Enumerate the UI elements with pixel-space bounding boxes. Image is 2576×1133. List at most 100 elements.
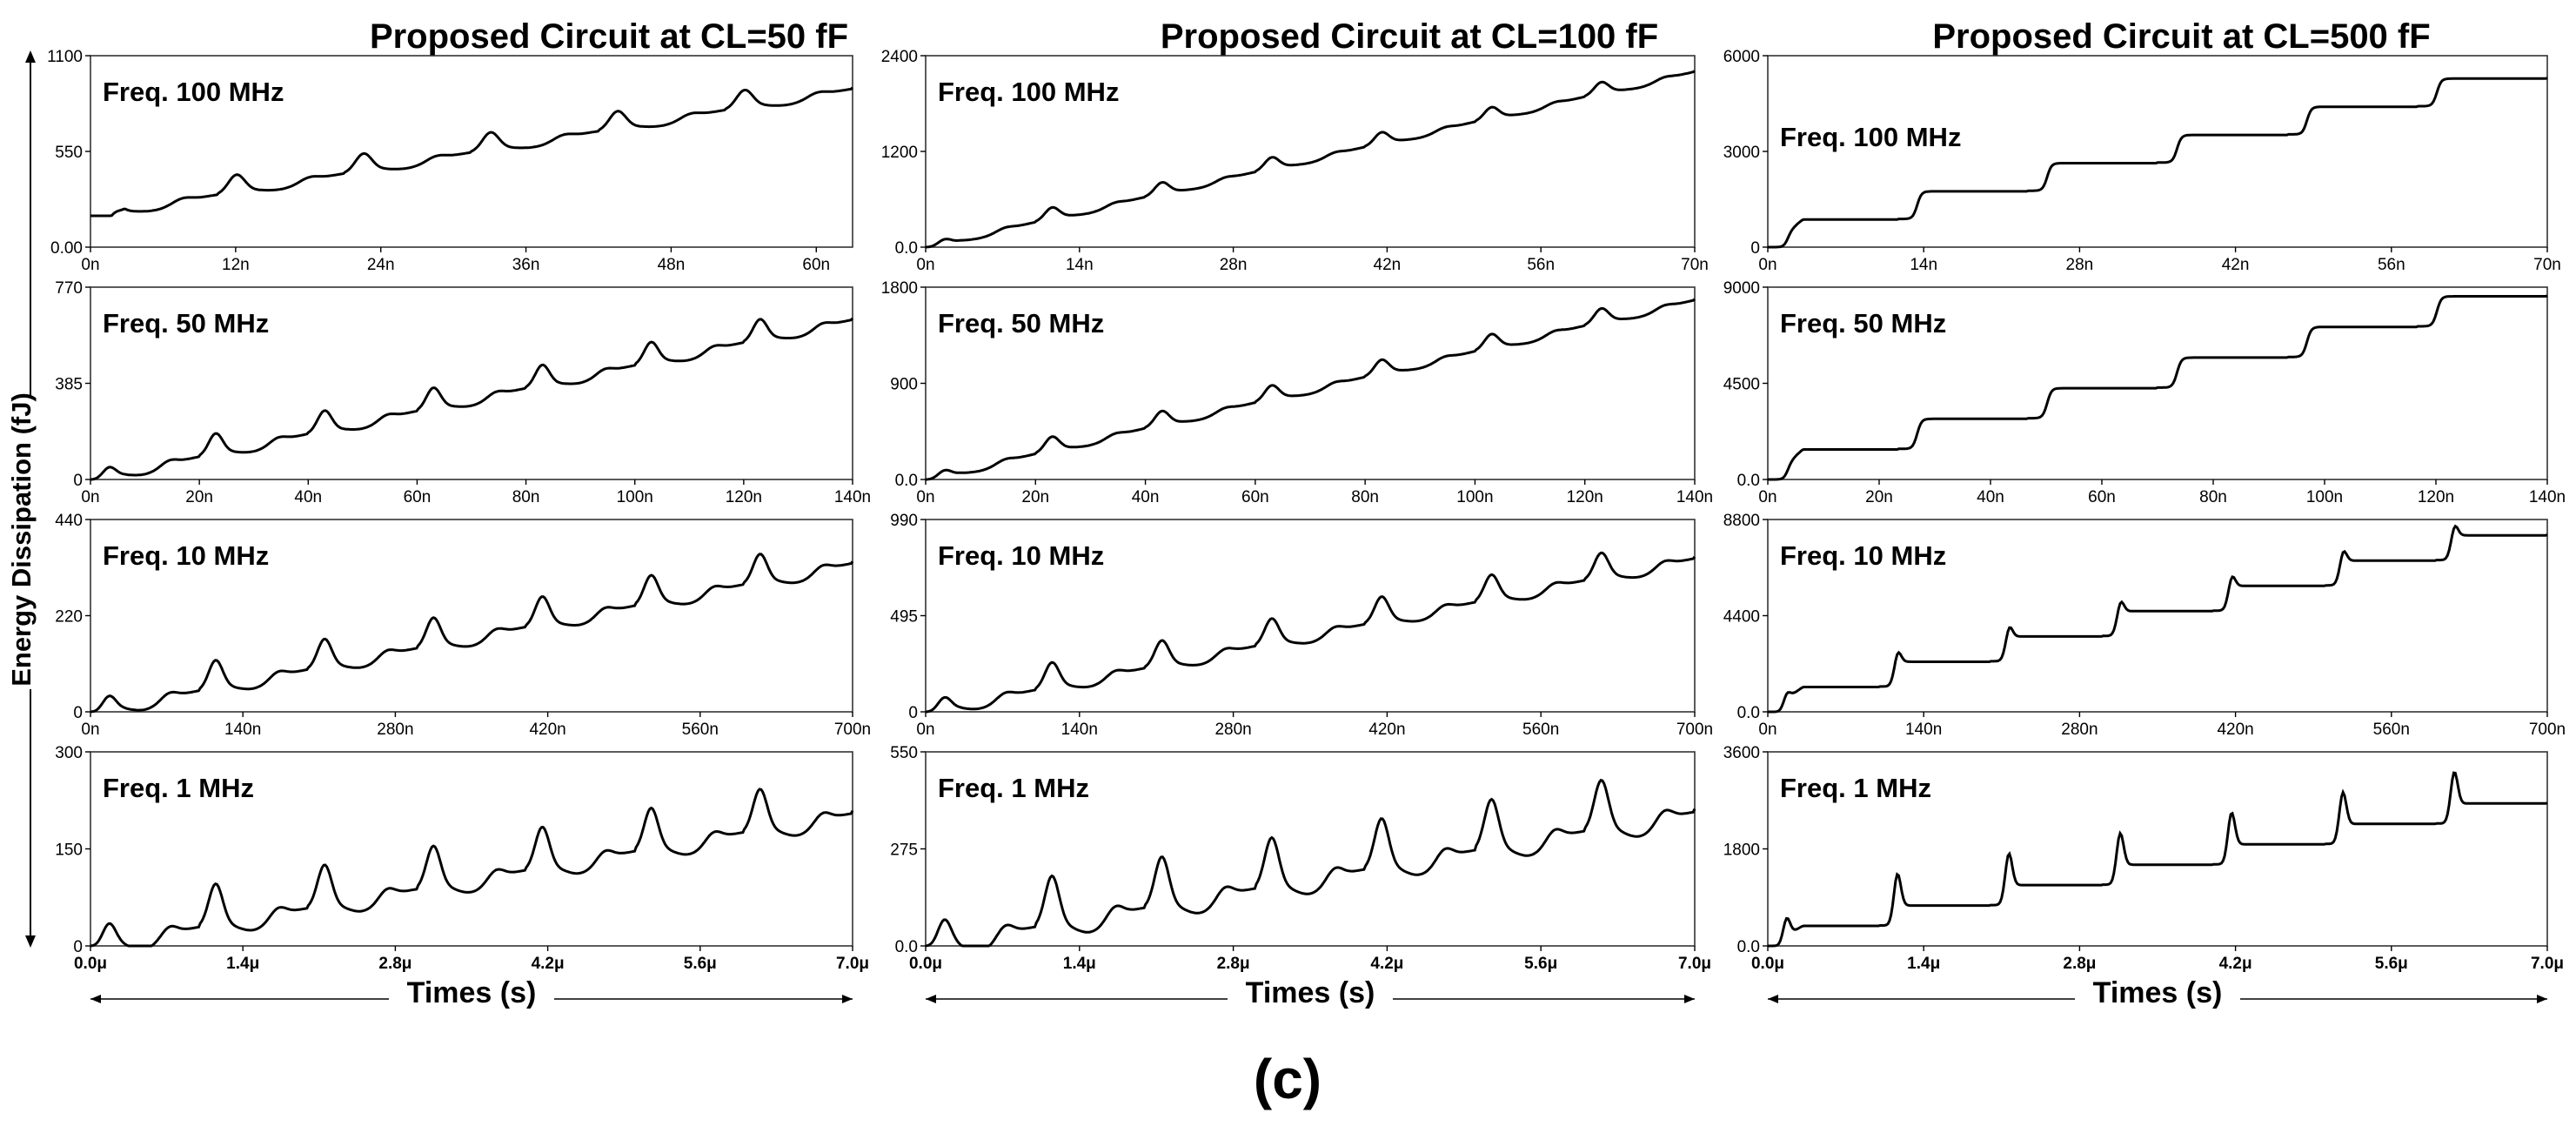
series-line: [1768, 524, 2548, 714]
x-tick-label: 60n: [2088, 488, 2116, 506]
panel: 0.0 1800 3600 0.0μ 1.4μ 2.8μ 4.2μ 5.6μ 7.0μ Freq.…: [1723, 744, 2564, 973]
x-tick-label: 280n: [377, 721, 413, 739]
x-tick-label: 0.0μ: [1751, 955, 1784, 973]
y-tick-label: 385: [55, 376, 83, 394]
x-axis-arrowhead-left: [1768, 995, 1778, 1003]
panel-label: Freq. 100 MHz: [103, 77, 284, 107]
chart-title: Proposed Circuit at CL=500 fF: [1932, 17, 2430, 56]
chart-title: Proposed Circuit at CL=100 fF: [1161, 17, 1658, 56]
x-tick-label: 140n: [224, 721, 261, 739]
x-tick-label: 40n: [1132, 488, 1160, 506]
x-tick-label: 560n: [2373, 721, 2410, 739]
x-tick-label: 100n: [2306, 488, 2343, 506]
panel: 0.0 1200 2400 0n 14n 28n 42n 56n 70n Freq. 100 MH…: [881, 48, 1709, 274]
x-tick-label: 280n: [1214, 721, 1251, 739]
x-tick-label: 100n: [1456, 488, 1493, 506]
x-tick-label: 7.0μ: [2531, 955, 2564, 973]
y-axis-arrowhead-top: [25, 50, 36, 63]
panel-label: Freq. 10 MHz: [938, 540, 1104, 571]
x-tick-label: 280n: [2061, 721, 2098, 739]
y-tick-label: 440: [55, 512, 83, 530]
x-tick-label: 0n: [81, 488, 99, 506]
y-axis-label-group: Energy Dissipation (fJ): [6, 50, 37, 948]
y-tick-label: 1200: [881, 144, 918, 162]
panel-label: Freq. 1 MHz: [103, 773, 254, 803]
x-tick-label: 0n: [81, 256, 99, 274]
x-tick-label: 36n: [512, 256, 540, 274]
x-tick-label: 14n: [1066, 256, 1094, 274]
x-axis-label: Times (s): [407, 976, 537, 1009]
x-tick-label: 7.0μ: [1678, 955, 1711, 973]
x-tick-label: 120n: [1567, 488, 1603, 506]
x-tick-label: 420n: [1368, 721, 1405, 739]
x-axis-arrowhead-right: [842, 995, 853, 1003]
series-line: [90, 86, 853, 218]
series-line: [90, 317, 854, 481]
y-tick-label: 275: [890, 841, 918, 860]
series-line: [1768, 77, 2548, 249]
panel: 0 220 440 0n 140n 280n 420n 560n 700n Freq. 10 MH…: [55, 512, 871, 739]
x-tick-label: 120n: [726, 488, 762, 506]
x-tick-label: 420n: [529, 721, 565, 739]
x-tick-label: 420n: [2217, 721, 2253, 739]
y-axis-label: Energy Dissipation (fJ): [6, 392, 37, 687]
y-tick-label: 4400: [1723, 608, 1760, 627]
x-tick-label: 56n: [1527, 256, 1555, 274]
x-tick-label: 20n: [1865, 488, 1893, 506]
y-tick-label: 0.0: [895, 938, 918, 956]
y-tick-label: 0.0: [1737, 472, 1760, 490]
x-tick-label: 24n: [367, 256, 395, 274]
x-tick-label: 560n: [682, 721, 719, 739]
y-tick-label: 0.0: [1737, 938, 1760, 956]
y-tick-label: 4500: [1723, 376, 1760, 394]
y-tick-label: 8800: [1723, 512, 1760, 530]
y-axis-arrowhead-bottom: [25, 935, 36, 948]
series-line: [925, 70, 1696, 249]
series-line: [925, 778, 1696, 948]
panel: 0 385 770 0n 20n 40n 60n 80n 100n 120n 140n Freq. 5…: [55, 279, 871, 506]
x-tick-label: 700n: [2529, 721, 2566, 739]
y-tick-label: 0: [1750, 239, 1760, 258]
panel-label: Freq. 10 MHz: [1780, 540, 1946, 571]
x-tick-label: 560n: [1522, 721, 1559, 739]
x-tick-label: 20n: [185, 488, 213, 506]
y-tick-label: 2400: [881, 48, 918, 66]
x-tick-label: 60n: [1241, 488, 1269, 506]
panel: 0.0 900 1800 0n 20n 40n 60n 80n 100n 120n 140n Freq…: [881, 279, 1713, 506]
x-axis-arrowhead-left: [926, 995, 936, 1003]
x-tick-label: 0n: [916, 256, 934, 274]
x-tick-label: 0.0μ: [909, 955, 942, 973]
y-tick-label: 550: [55, 144, 83, 162]
panel-label: Freq. 10 MHz: [103, 540, 269, 571]
y-tick-label: 0: [73, 472, 83, 490]
x-axis-arrowhead-left: [90, 995, 101, 1003]
y-tick-label: 0.00: [50, 239, 83, 258]
y-tick-label: 550: [890, 744, 918, 762]
x-axis-label: Times (s): [1246, 976, 1375, 1009]
y-tick-label: 1100: [47, 48, 83, 66]
panel: 0 495 990 0n 140n 280n 420n 560n 700n Freq. 10 MH…: [890, 512, 1713, 739]
x-tick-label: 80n: [512, 488, 540, 506]
x-tick-label: 2.8μ: [2063, 955, 2096, 973]
x-tick-label: 80n: [2199, 488, 2227, 506]
panel-label: Freq. 50 MHz: [938, 308, 1104, 339]
x-axis-label: Times (s): [2093, 976, 2223, 1009]
x-tick-label: 60n: [802, 256, 830, 274]
x-tick-label: 5.6μ: [1524, 955, 1557, 973]
x-tick-label: 42n: [1374, 256, 1402, 274]
x-tick-label: 1.4μ: [1063, 955, 1096, 973]
panel-label: Freq. 50 MHz: [103, 308, 269, 339]
panel-label: Freq. 50 MHz: [1780, 308, 1946, 339]
y-tick-label: 1800: [881, 279, 918, 298]
x-tick-label: 120n: [2418, 488, 2454, 506]
x-tick-label: 0n: [1758, 721, 1776, 739]
x-axis-arrowhead-right: [1684, 995, 1695, 1003]
y-tick-label: 9000: [1723, 279, 1760, 298]
y-tick-label: 900: [890, 376, 918, 394]
x-tick-label: 48n: [658, 256, 686, 274]
x-tick-label: 0n: [81, 721, 99, 739]
panel: 0.00 550 1100 0n 12n 24n 36n 48n 60n Freq. 100 MH…: [47, 48, 853, 274]
x-tick-label: 28n: [1220, 256, 1248, 274]
x-tick-label: 80n: [1351, 488, 1379, 506]
